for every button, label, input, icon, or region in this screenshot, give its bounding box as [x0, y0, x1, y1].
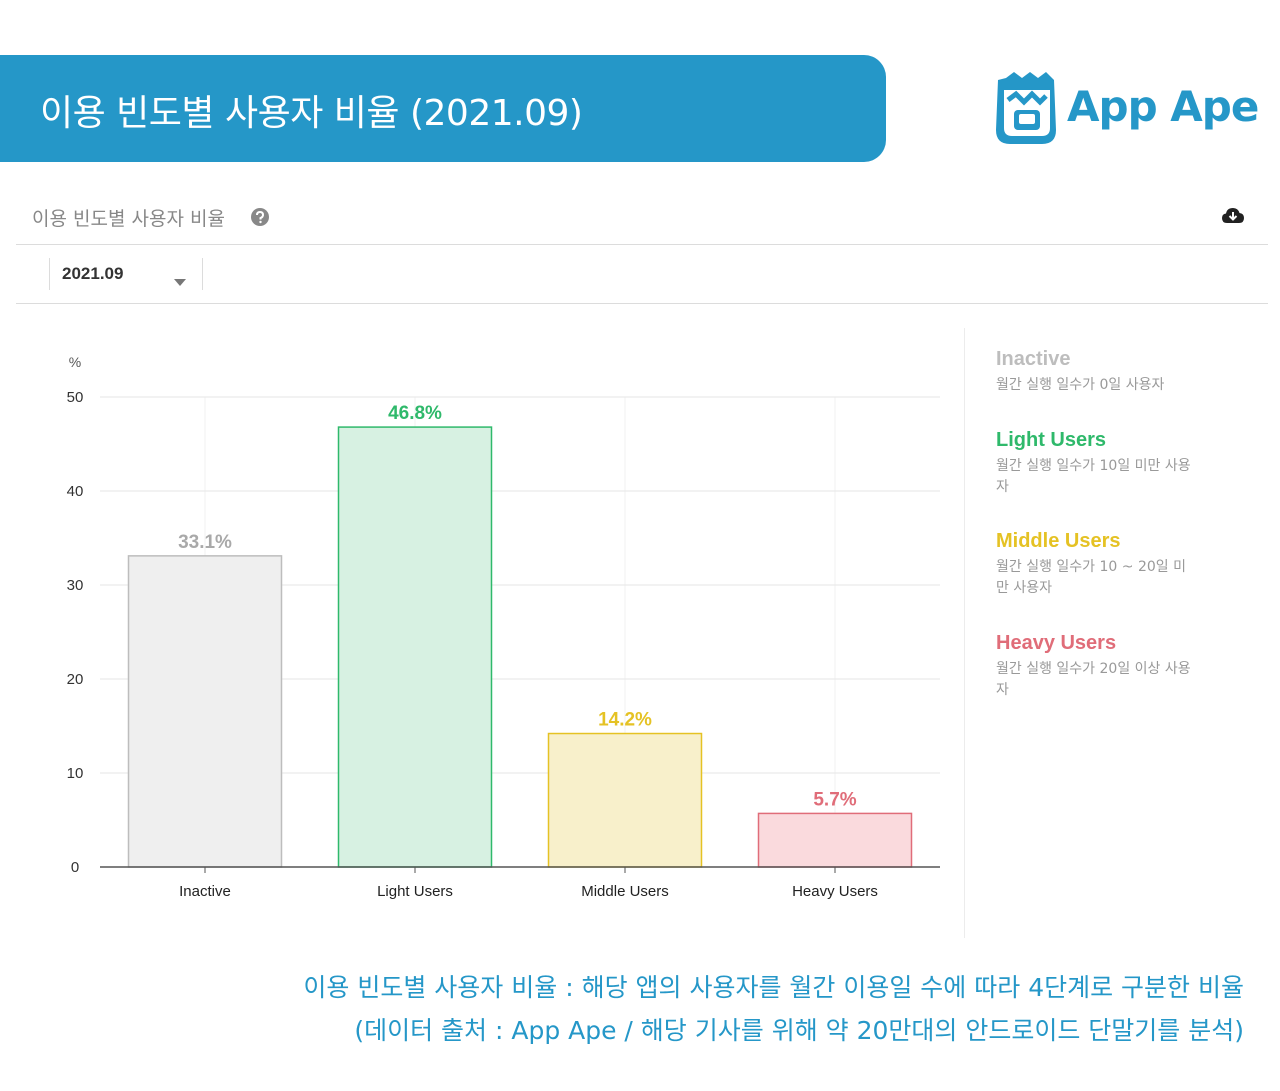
period-select-value[interactable]: 2021.09 — [62, 264, 124, 283]
header-banner — [0, 55, 886, 162]
y-tick-label: 40 — [67, 483, 84, 500]
panel-divider-top — [16, 244, 1268, 245]
x-tick-label: Middle Users — [581, 883, 669, 900]
banner-title: 이용 빈도별 사용자 비율 (2021.09) — [40, 93, 583, 134]
legend-item-inactive: Inactive 월간 실행 일수가 0일 사용자 — [996, 348, 1196, 396]
legend-desc: 월간 실행 일수가 20일 이상 사용자 — [996, 661, 1191, 698]
legend-divider — [964, 328, 965, 938]
caption-line-1: 이용 빈도별 사용자 비율 : 해당 앱의 사용자를 월간 이용일 수에 따라 … — [303, 973, 1244, 1002]
bar-light-users — [337, 426, 493, 868]
legend-name: Heavy Users — [996, 632, 1117, 654]
y-tick-label: 50 — [67, 389, 84, 406]
legend-item-middle-users: Middle Users 월간 실행 일수가 10 ~ 20일 미만 사용자 — [996, 530, 1196, 599]
bar-middle-users — [547, 732, 703, 868]
legend-name: Light Users — [996, 429, 1107, 451]
bar-value-label: 5.7% — [813, 789, 856, 810]
panel-title: 이용 빈도별 사용자 비율 — [32, 208, 225, 230]
x-tick-label: Inactive — [179, 883, 231, 900]
bar-value-label: 33.1% — [178, 532, 232, 553]
legend-name: Inactive — [996, 348, 1071, 370]
x-tick-label: Light Users — [377, 883, 453, 900]
legend-item-light-users: Light Users 월간 실행 일수가 10일 미만 사용자 — [996, 429, 1196, 498]
y-tick-label: 20 — [67, 671, 84, 688]
y-tick-label: 10 — [67, 765, 84, 782]
legend-desc: 월간 실행 일수가 10일 미만 사용자 — [996, 458, 1191, 495]
legend-name: Middle Users — [996, 530, 1121, 552]
question-circle-icon[interactable] — [250, 207, 270, 231]
bar-heavy-users — [757, 812, 913, 868]
y-tick-label: 0 — [71, 859, 79, 876]
caption-line-2: (데이터 출처 : App Ape / 해당 기사를 위해 약 20만대의 안드… — [354, 1016, 1244, 1045]
bar-value-label: 46.8% — [388, 403, 442, 424]
y-tick-label: 30 — [67, 577, 84, 594]
ape-face-logo-icon — [996, 72, 1056, 144]
period-select[interactable] — [49, 258, 203, 290]
legend-desc: 월간 실행 일수가 0일 사용자 — [996, 377, 1165, 393]
bar-value-label: 14.2% — [598, 710, 652, 731]
bar-inactive — [127, 555, 283, 868]
cloud-download-icon[interactable] — [1221, 206, 1245, 230]
y-axis-unit: % — [69, 354, 81, 370]
panel-divider-bottom — [16, 303, 1268, 304]
logo-text: App Ape — [1067, 82, 1259, 131]
app-ape-logo — [992, 70, 1262, 150]
chevron-down-icon[interactable] — [174, 271, 186, 290]
bar-chart: % 0 10 20 30 40 50 33.1% Inactive 46.8% Light User… — [67, 354, 940, 900]
legend-desc: 월간 실행 일수가 10 ~ 20일 미만 사용자 — [996, 559, 1186, 596]
legend-item-heavy-users: Heavy Users 월간 실행 일수가 20일 이상 사용자 — [996, 632, 1196, 701]
x-tick-label: Heavy Users — [792, 883, 878, 900]
